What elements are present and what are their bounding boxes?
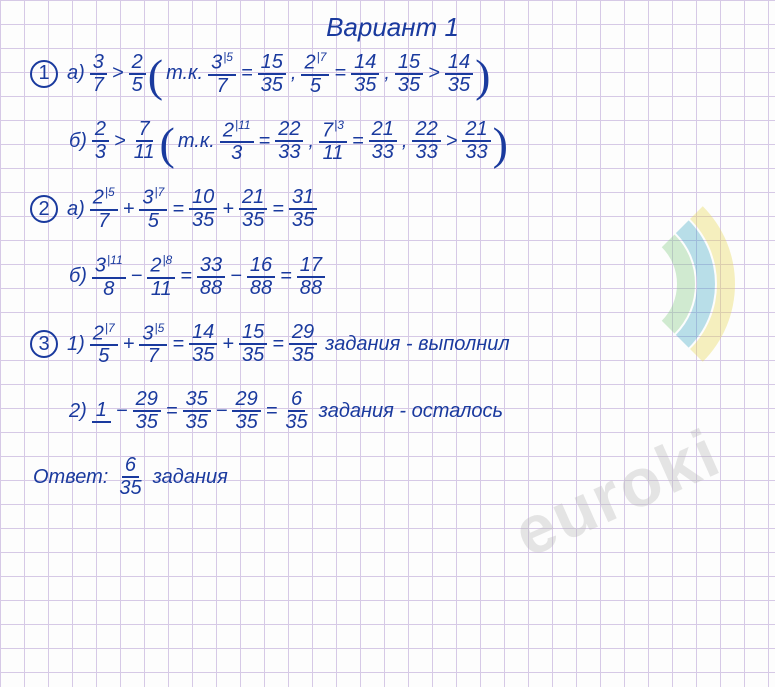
problem-1a: 1 а) 37 > 25 ( т.к. 3|57 = 1535 , 2|75 =…	[30, 51, 755, 97]
eq: =	[180, 265, 192, 288]
frac: 2935	[133, 389, 161, 433]
label: а)	[67, 198, 85, 221]
op: +	[123, 333, 135, 356]
frac: 2|57	[90, 186, 118, 232]
problem-3-step1: 3 1) 2|75 + 3|57 = 1435 + 1535 = 2935 за…	[30, 322, 755, 368]
problem-2a: 2 а) 2|57 + 3|75 = 1035 + 2135 = 3135	[30, 186, 755, 232]
comma: ,	[308, 130, 314, 153]
op: −	[216, 400, 228, 423]
word: задания - осталось	[319, 400, 503, 423]
frac: 3|57	[208, 51, 236, 97]
eq: =	[241, 62, 253, 85]
frac: 3|57	[139, 322, 167, 368]
frac: 2133	[369, 119, 397, 163]
problem-1b: б) 23 > 711 ( т.к. 2|113 = 2233 , 7|311 …	[66, 119, 755, 165]
op: >	[446, 130, 458, 153]
frac: 3535	[183, 389, 211, 433]
problem-3-step2: 2) 1 − 2935 = 3535 − 2935 = 635 задания …	[66, 389, 755, 433]
frac: 23	[92, 119, 109, 163]
frac: 1	[92, 400, 111, 423]
frac: 2|75	[90, 322, 118, 368]
frac: 1535	[395, 52, 423, 96]
op: −	[230, 265, 242, 288]
frac: 1688	[247, 255, 275, 299]
comma: ,	[291, 62, 297, 85]
label: 1)	[67, 333, 85, 356]
frac: 2|75	[301, 51, 329, 97]
op: −	[131, 265, 143, 288]
frac: 2135	[239, 187, 267, 231]
paren: (	[160, 139, 175, 148]
frac: 7|311	[319, 119, 347, 165]
paren: )	[493, 139, 508, 148]
eq: =	[172, 333, 184, 356]
eq: =	[280, 265, 292, 288]
eq: =	[166, 400, 178, 423]
frac: 2133	[462, 119, 490, 163]
label: а)	[67, 62, 85, 85]
problem-2b: б) 3|118 − 2|811 = 3388 − 1688 = 1788	[66, 254, 755, 300]
page-content: Вариант 1 1 а) 37 > 25 ( т.к. 3|57 = 153…	[0, 0, 775, 511]
eq: =	[172, 198, 184, 221]
frac: 711	[131, 119, 158, 163]
op: −	[116, 400, 128, 423]
frac: 1435	[351, 52, 379, 96]
label: б)	[69, 265, 87, 288]
frac: 3135	[289, 187, 317, 231]
note: т.к.	[178, 130, 215, 153]
word: задания - выполнил	[325, 333, 510, 356]
eq: =	[352, 130, 364, 153]
op: >	[112, 62, 124, 85]
eq: =	[259, 130, 271, 153]
op: +	[123, 198, 135, 221]
op: +	[222, 198, 234, 221]
op: +	[222, 333, 234, 356]
frac: 2|811	[147, 254, 175, 300]
paren: (	[148, 71, 163, 80]
problem-number-3: 3	[30, 330, 58, 358]
frac: 1435	[189, 322, 217, 366]
frac: 3388	[197, 255, 225, 299]
frac: 2233	[412, 119, 440, 163]
op: >	[428, 62, 440, 85]
frac: 2935	[232, 389, 260, 433]
eq: =	[266, 400, 278, 423]
frac: 1435	[445, 52, 473, 96]
paren: )	[475, 71, 490, 80]
problem-number-1: 1	[30, 60, 58, 88]
comma: ,	[402, 130, 408, 153]
eq: =	[272, 198, 284, 221]
comma: ,	[384, 62, 390, 85]
frac: 635	[116, 455, 144, 499]
problem-number-2: 2	[30, 195, 58, 223]
label: 2)	[69, 400, 87, 423]
eq: =	[334, 62, 346, 85]
op: >	[114, 130, 126, 153]
frac: 3|118	[92, 254, 126, 300]
note: т.к.	[166, 62, 203, 85]
eq: =	[272, 333, 284, 356]
frac: 1035	[189, 187, 217, 231]
frac: 2|113	[220, 119, 254, 165]
frac: 1535	[258, 52, 286, 96]
label: б)	[69, 130, 87, 153]
frac: 2935	[289, 322, 317, 366]
frac: 3|75	[139, 186, 167, 232]
answer-text: задания	[153, 466, 228, 489]
frac: 25	[129, 52, 146, 96]
title: Вариант 1	[30, 12, 755, 43]
frac: 1535	[239, 322, 267, 366]
frac: 1788	[297, 255, 325, 299]
frac: 2233	[275, 119, 303, 163]
answer-label: Ответ:	[33, 466, 108, 489]
frac: 37	[90, 52, 107, 96]
frac: 635	[282, 389, 310, 433]
answer: Ответ: 635 задания	[30, 455, 755, 499]
